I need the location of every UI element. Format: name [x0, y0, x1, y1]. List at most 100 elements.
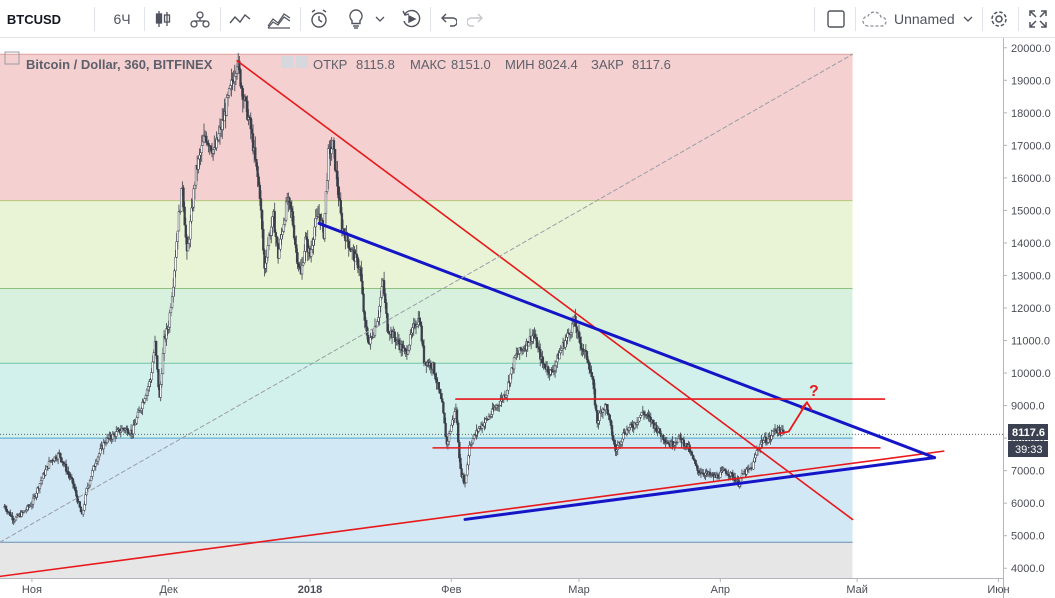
price-tick-label: 7000.0: [1011, 466, 1045, 478]
candle-body: [265, 256, 268, 264]
settings-icon[interactable]: [985, 0, 1013, 38]
collapse-legend-icon[interactable]: [4, 51, 20, 65]
candle-body: [578, 336, 582, 344]
gray-dashed-trendline[interactable]: [0, 53, 854, 543]
candles-icon[interactable]: [150, 0, 176, 38]
eye-icon[interactable]: [281, 56, 293, 68]
candle-body: [229, 85, 232, 89]
layout-name-button[interactable]: Unnamed: [894, 11, 955, 27]
candle-body: [362, 293, 365, 312]
candle-body: [588, 362, 591, 370]
chart-area[interactable]: Bitcoin / Dollar, 360, BITFINEX ОТКР 811…: [0, 38, 1055, 598]
candle-body: [135, 417, 138, 424]
candle-body: [47, 461, 51, 469]
price-chart[interactable]: Bitcoin / Dollar, 360, BITFINEX ОТКР 811…: [0, 38, 1055, 598]
candle-body: [288, 197, 291, 203]
candle-body: [245, 96, 248, 102]
candle-body: [189, 220, 192, 240]
red-trendline[interactable]: [236, 59, 854, 521]
candle-body: [4, 506, 7, 510]
candle-body: [98, 453, 101, 458]
candle-body: [655, 424, 658, 432]
toolbar-divider: [220, 7, 221, 31]
candle-body: [527, 342, 531, 347]
time-axis[interactable]: Ноя Дек 2018 Фев Мар Апр Май Июн: [0, 578, 1010, 598]
fib-band: [0, 438, 853, 543]
indicators-icon[interactable]: [226, 0, 254, 38]
candle-body: [543, 364, 546, 368]
candle-body: [260, 210, 264, 230]
square-icon[interactable]: [822, 0, 850, 38]
candle-body: [225, 97, 228, 116]
blue-trendline[interactable]: [463, 456, 937, 521]
chevron-down-icon[interactable]: [960, 0, 976, 38]
open-value: 8115.8: [356, 57, 395, 72]
templates-icon[interactable]: [264, 0, 294, 38]
candle-body: [592, 379, 595, 390]
candle-body: [325, 180, 329, 192]
candle-body: [598, 412, 601, 421]
candle-body: [96, 456, 100, 462]
replay-icon[interactable]: [398, 0, 424, 38]
price-axis-background: [1003, 38, 1055, 598]
candle-body: [372, 334, 375, 338]
alert-icon[interactable]: [305, 0, 333, 38]
candle-body: [377, 317, 380, 322]
candle-body: [241, 88, 244, 100]
series-title: Bitcoin / Dollar, 360, BITFINEX: [26, 57, 213, 72]
candle-body: [337, 186, 340, 199]
candle-body: [559, 350, 562, 354]
candle-body: [310, 249, 313, 257]
symbol-search-button[interactable]: BTCUSD: [6, 11, 62, 27]
candle-body: [234, 73, 238, 77]
candle-body: [250, 128, 254, 134]
blue-trendline[interactable]: [317, 221, 937, 460]
redo-icon[interactable]: [464, 0, 488, 38]
chevron-down-icon[interactable]: [372, 0, 388, 38]
candle-body: [467, 455, 470, 466]
candle-body: [94, 462, 97, 467]
candle-body: [150, 372, 153, 381]
candle-body: [76, 495, 79, 503]
candle-body: [264, 262, 267, 269]
interval-button[interactable]: 6Ч: [113, 11, 131, 27]
candle-body: [677, 438, 680, 443]
candle-body: [369, 337, 372, 345]
candle-body: [514, 355, 517, 358]
candle-body: [157, 369, 160, 388]
candle-body: [35, 493, 38, 498]
arrow-head[interactable]: [800, 400, 813, 411]
candle-body: [457, 422, 460, 443]
candle-body: [167, 327, 170, 330]
candle-body: [594, 404, 598, 411]
candle-body: [468, 444, 471, 457]
candle-body: [770, 435, 773, 440]
price-axis[interactable]: 4000.05000.06000.07000.08000.09000.01000…: [1003, 38, 1055, 598]
trendline-drawings[interactable]: [0, 53, 945, 578]
candle-body: [84, 494, 87, 505]
candle-body: [406, 350, 410, 355]
candle-body: [184, 224, 187, 238]
red-trendline[interactable]: [0, 450, 945, 578]
high-label: МАКС: [410, 57, 446, 72]
undo-icon[interactable]: [436, 0, 460, 38]
compare-icon[interactable]: [186, 0, 214, 38]
candle-body: [612, 435, 615, 441]
candle-body: [336, 170, 339, 187]
price-tick-label: 9000.0: [1011, 401, 1045, 413]
close-value: 8117.6: [632, 57, 671, 72]
candle-body: [433, 362, 436, 375]
fullscreen-icon[interactable]: [1024, 0, 1052, 38]
toolbar-divider: [430, 7, 431, 31]
fibonacci-retracement[interactable]: [0, 53, 853, 578]
bar-countdown: 39:33: [1015, 444, 1043, 456]
candle-body: [393, 331, 396, 338]
ideas-icon[interactable]: [342, 0, 370, 38]
cloud-icon[interactable]: [860, 0, 890, 38]
candle-body: [696, 465, 699, 471]
gear-icon[interactable]: [296, 56, 308, 68]
arrow-line[interactable]: [778, 401, 808, 435]
candle-body: [78, 501, 81, 508]
candle-body: [95, 461, 99, 464]
candle-body: [767, 438, 770, 443]
